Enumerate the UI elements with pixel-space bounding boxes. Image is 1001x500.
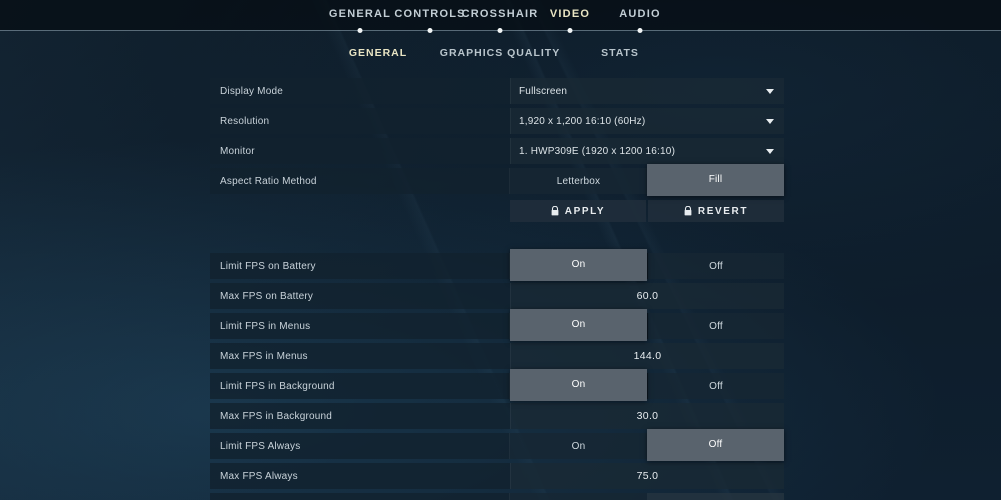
toggle-group: On Off bbox=[509, 428, 784, 461]
apply-label: APPLY bbox=[564, 205, 606, 217]
setting-label: Max FPS on Battery bbox=[220, 290, 314, 302]
setting-row-max-fps-in-menus: Max FPS in Menus 144.0 bbox=[210, 343, 784, 369]
option-off[interactable]: Off bbox=[647, 373, 784, 399]
tab-audio[interactable]: AUDIO bbox=[619, 8, 661, 20]
setting-label: Limit FPS on Battery bbox=[220, 260, 316, 272]
setting-row-aspect-ratio-method: Aspect Ratio Method Letterbox Fill bbox=[210, 163, 784, 196]
setting-label bbox=[210, 493, 509, 500]
setting-row-limit-fps-in-background: Limit FPS in Background On Off bbox=[210, 368, 784, 401]
number-field[interactable]: 30.0 bbox=[510, 403, 784, 429]
dropdown-value: 1. HWP309E (1920 x 1200 16:10) bbox=[519, 145, 676, 157]
tab-crosshair[interactable]: CROSSHAIR bbox=[461, 8, 539, 20]
option-on[interactable]: On bbox=[510, 308, 647, 341]
monitor-dropdown[interactable]: 1. HWP309E (1920 x 1200 16:10) bbox=[510, 138, 784, 164]
option-fill[interactable]: Fill bbox=[647, 163, 784, 196]
setting-row-max-fps-always: Max FPS Always 75.0 bbox=[210, 463, 784, 489]
option-left[interactable] bbox=[510, 493, 647, 500]
setting-row-display-mode: Display Mode Fullscreen bbox=[210, 78, 784, 104]
option-on[interactable]: On bbox=[510, 248, 647, 281]
setting-label: Resolution bbox=[220, 115, 270, 127]
lock-icon bbox=[684, 205, 692, 216]
spacer bbox=[210, 200, 510, 222]
toggle-group: On Off bbox=[509, 308, 784, 341]
number-value: 30.0 bbox=[636, 410, 659, 422]
display-mode-dropdown[interactable]: Fullscreen bbox=[510, 78, 784, 104]
lock-icon bbox=[551, 205, 559, 216]
tab-dot-icon bbox=[637, 28, 643, 33]
setting-label: Limit FPS in Menus bbox=[220, 320, 311, 332]
tab-general[interactable]: GENERAL bbox=[328, 8, 392, 20]
setting-row-limit-fps-on-battery: Limit FPS on Battery On Off bbox=[210, 248, 784, 281]
setting-label: Limit FPS Always bbox=[220, 440, 301, 452]
toggle-group: On Off bbox=[509, 368, 784, 401]
top-nav-bar bbox=[0, 0, 1001, 30]
number-value: 75.0 bbox=[636, 470, 659, 482]
chevron-down-icon bbox=[766, 149, 774, 154]
option-off[interactable]: Off bbox=[647, 428, 784, 461]
number-value: 144.0 bbox=[633, 350, 662, 362]
setting-label: Limit FPS in Background bbox=[220, 380, 335, 392]
settings-panel: Display Mode Fullscreen Resolution 1,920… bbox=[210, 78, 784, 500]
tab-controls[interactable]: CONTROLS bbox=[394, 8, 466, 20]
option-letterbox[interactable]: Letterbox bbox=[556, 175, 601, 187]
resolution-dropdown[interactable]: 1,920 x 1,200 16:10 (60Hz) bbox=[510, 108, 784, 134]
setting-label: Monitor bbox=[220, 145, 255, 157]
chevron-down-icon bbox=[766, 119, 774, 124]
toggle-group bbox=[509, 493, 784, 500]
setting-label: Display Mode bbox=[220, 85, 283, 97]
number-field[interactable]: 75.0 bbox=[510, 463, 784, 489]
chevron-down-icon bbox=[766, 89, 774, 94]
setting-row-max-fps-in-background: Max FPS in Background 30.0 bbox=[210, 403, 784, 429]
number-field[interactable]: 60.0 bbox=[510, 283, 784, 309]
tab-dot-icon bbox=[357, 28, 363, 33]
tab-dot-icon bbox=[497, 28, 503, 33]
setting-label: Max FPS Always bbox=[220, 470, 298, 482]
setting-row-monitor: Monitor 1. HWP309E (1920 x 1200 16:10) bbox=[210, 138, 784, 164]
toggle-group: On Off bbox=[509, 248, 784, 281]
option-right[interactable] bbox=[647, 493, 784, 500]
option-off[interactable]: Off bbox=[647, 253, 784, 279]
setting-row-limit-fps-always: Limit FPS Always On Off bbox=[210, 428, 784, 461]
apply-button[interactable]: APPLY bbox=[510, 200, 646, 222]
tab-dot-icon bbox=[427, 28, 433, 33]
dropdown-value: 1,920 x 1,200 16:10 (60Hz) bbox=[519, 115, 646, 127]
dropdown-value: Fullscreen bbox=[519, 85, 568, 97]
option-off[interactable]: Off bbox=[647, 313, 784, 339]
number-value: 60.0 bbox=[636, 290, 659, 302]
subtab-general[interactable]: GENERAL bbox=[348, 47, 408, 59]
subtab-stats[interactable]: STATS bbox=[601, 47, 639, 59]
option-on[interactable]: On bbox=[571, 440, 586, 452]
subtab-graphics-quality[interactable]: GRAPHICS QUALITY bbox=[439, 47, 561, 59]
option-on[interactable]: On bbox=[510, 368, 647, 401]
setting-row-limit-fps-in-menus: Limit FPS in Menus On Off bbox=[210, 308, 784, 341]
toggle-group: Letterbox Fill bbox=[509, 163, 784, 196]
setting-row-resolution: Resolution 1,920 x 1,200 16:10 (60Hz) bbox=[210, 108, 784, 134]
setting-label: Max FPS in Background bbox=[220, 410, 333, 422]
revert-label: REVERT bbox=[697, 205, 749, 217]
partial-next-row bbox=[210, 493, 784, 500]
apply-revert-row: APPLY REVERT bbox=[210, 200, 784, 222]
setting-row-max-fps-on-battery: Max FPS on Battery 60.0 bbox=[210, 283, 784, 309]
setting-label: Max FPS in Menus bbox=[220, 350, 308, 362]
tab-dot-icon bbox=[567, 28, 573, 33]
revert-button[interactable]: REVERT bbox=[648, 200, 784, 222]
tab-video[interactable]: VIDEO bbox=[549, 8, 591, 20]
setting-label: Aspect Ratio Method bbox=[220, 175, 317, 187]
number-field[interactable]: 144.0 bbox=[510, 343, 784, 369]
